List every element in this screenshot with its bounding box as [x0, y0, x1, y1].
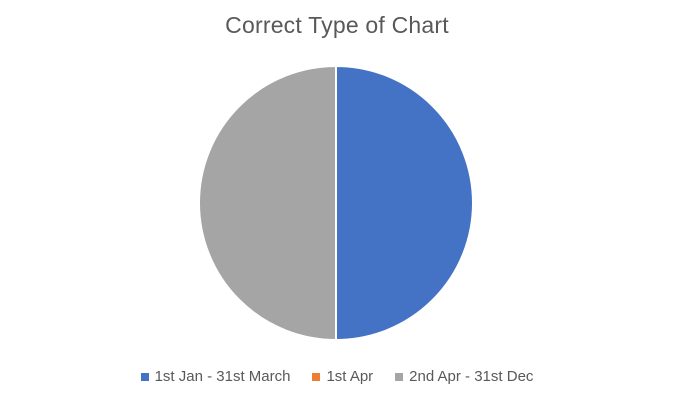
legend-swatch: [140, 372, 149, 381]
legend-label: 1st Apr: [326, 368, 374, 385]
legend-item: 1st Jan - 31st March: [140, 368, 291, 385]
legend-label: 1st Jan - 31st March: [154, 368, 291, 385]
pie-slice: [198, 64, 337, 342]
legend-swatch: [312, 372, 321, 381]
legend-item: 2nd Apr - 31st Dec: [395, 368, 533, 385]
legend: 1st Jan - 31st March 1st Apr 2nd Apr - 31s…: [0, 368, 674, 385]
pie-slice: [335, 64, 474, 342]
pie-slices: [198, 64, 474, 342]
legend-item: 1st Apr: [312, 368, 373, 385]
legend-label: 2nd Apr - 31st Dec: [409, 368, 534, 385]
legend-swatch: [395, 372, 404, 381]
chart-title: Correct Type of Chart: [225, 12, 449, 38]
